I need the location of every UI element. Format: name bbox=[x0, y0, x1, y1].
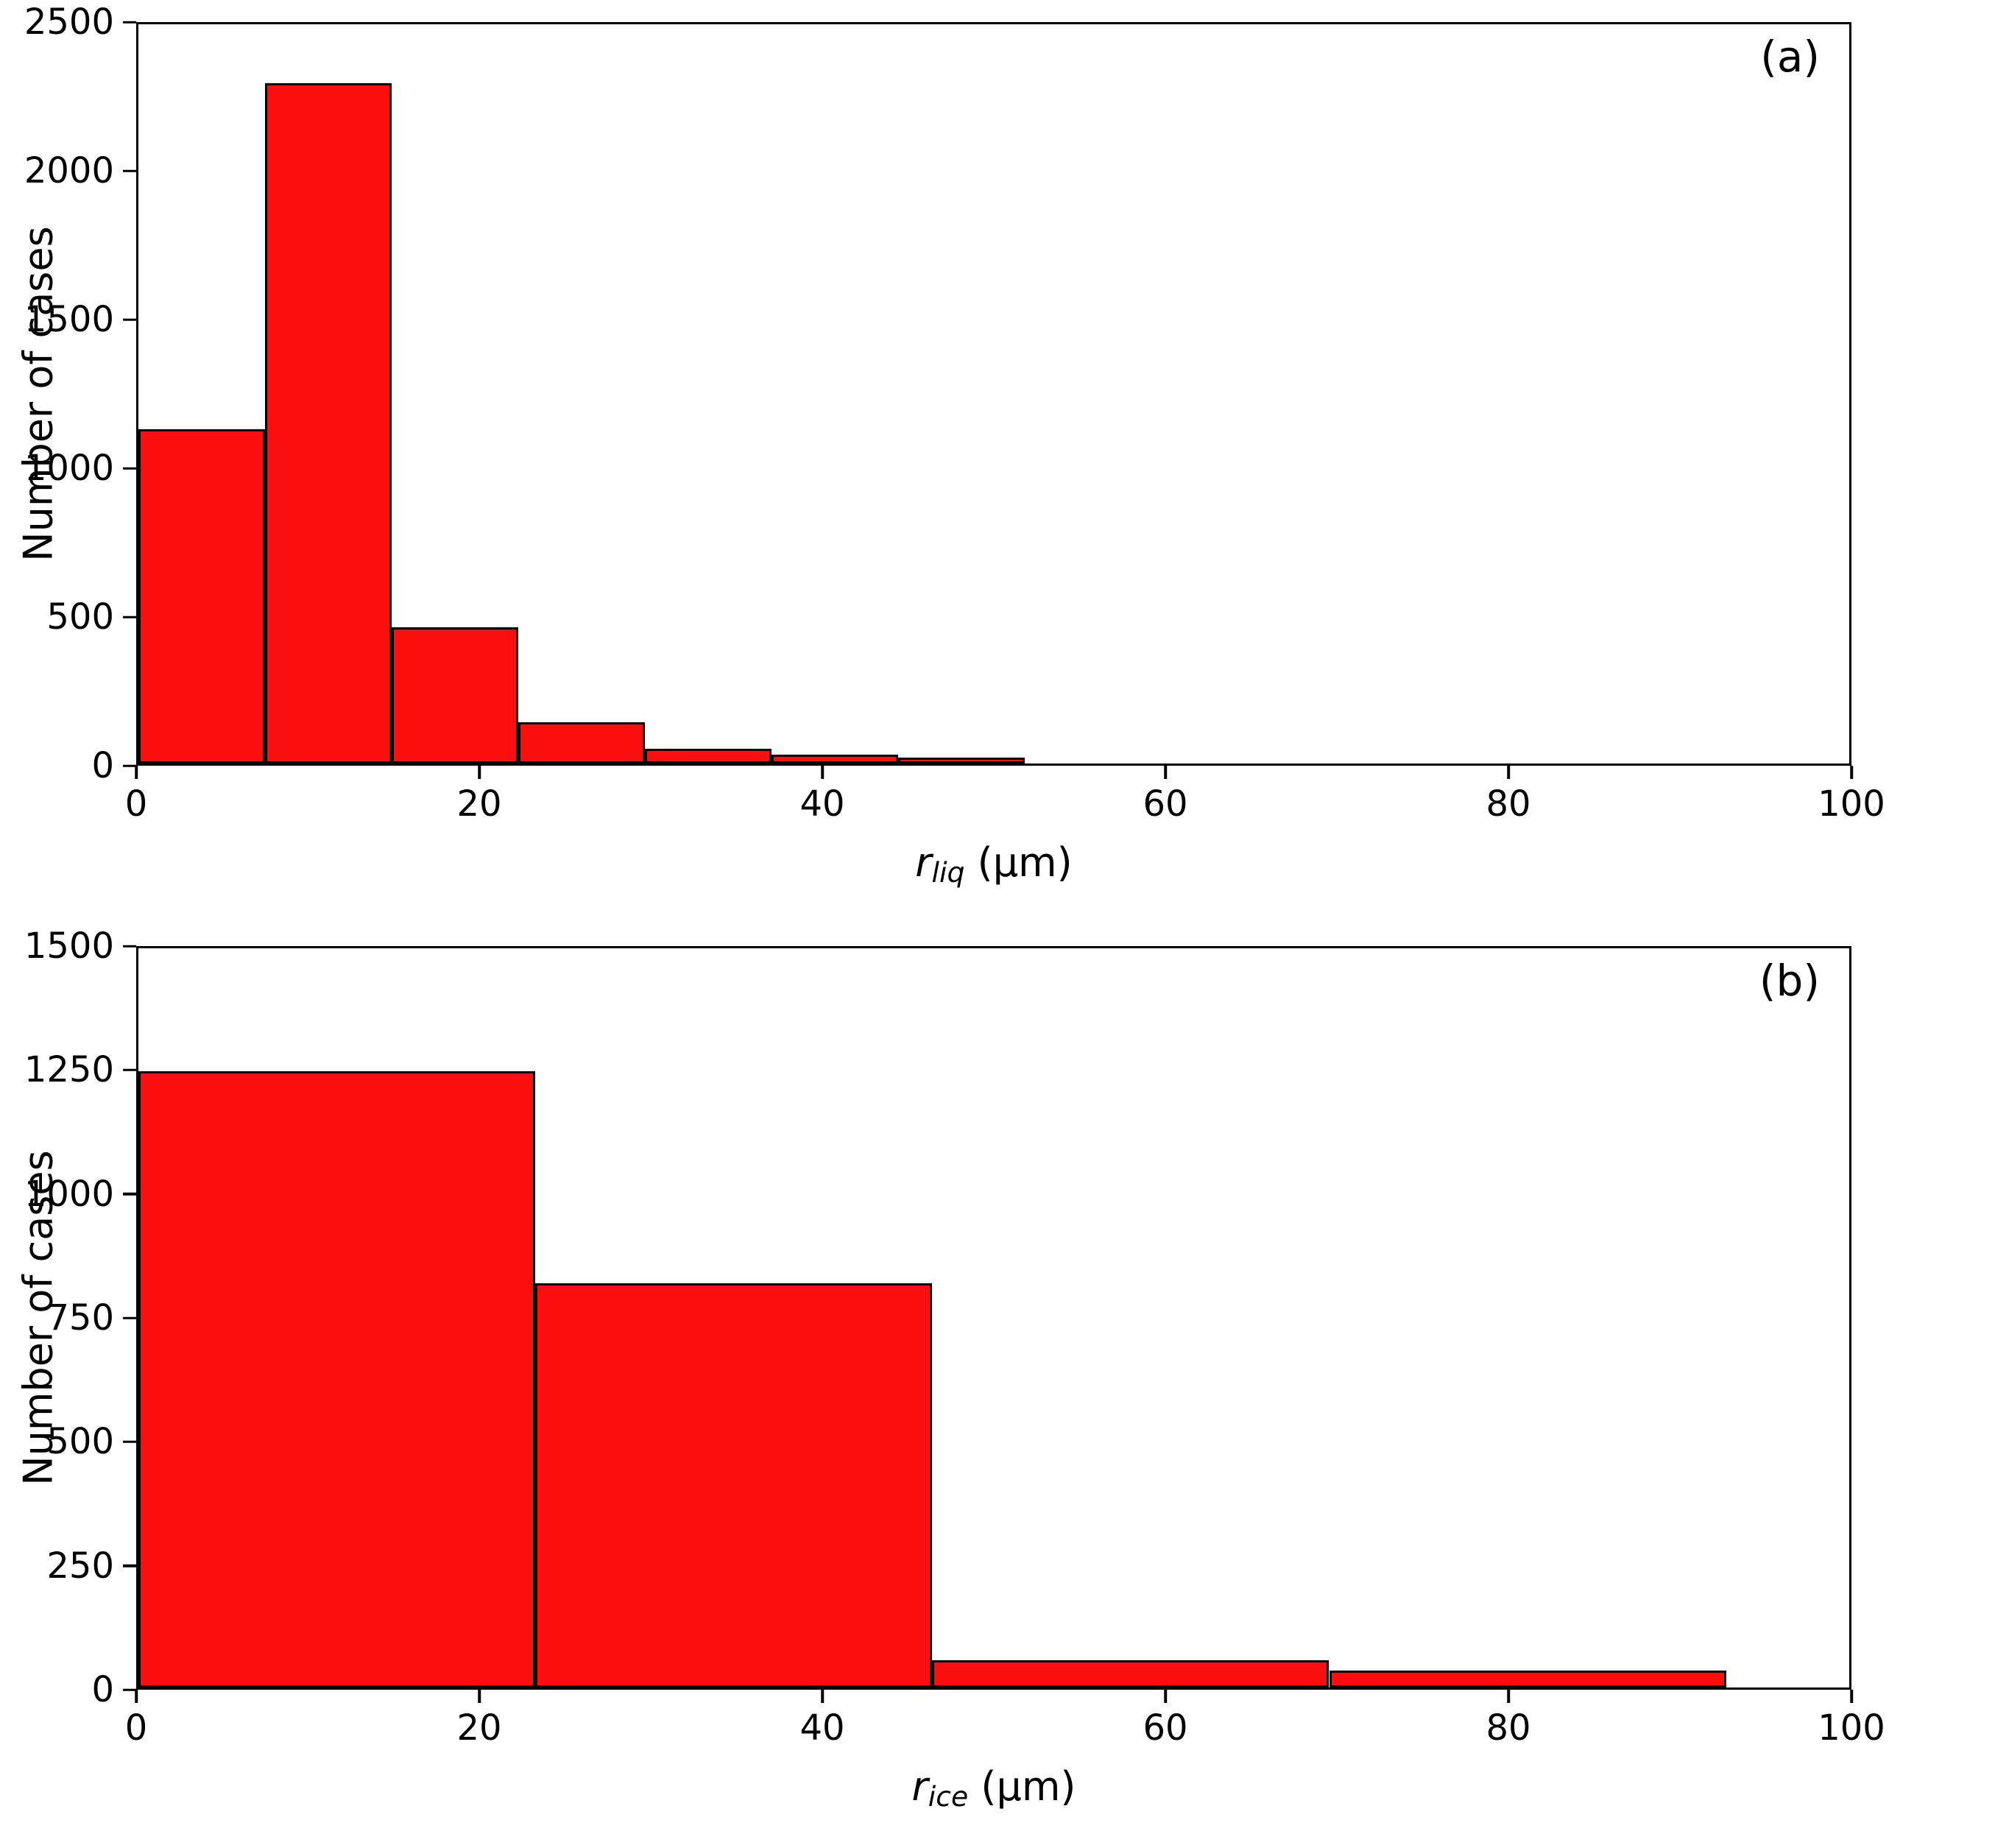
y-tick-mark bbox=[123, 169, 136, 172]
x-tick-label: 100 bbox=[1818, 1707, 1885, 1749]
y-tick-label: 250 bbox=[46, 1545, 114, 1587]
x-tick-mark bbox=[1507, 766, 1510, 779]
x-tick-mark bbox=[135, 766, 138, 779]
y-tick-label: 2500 bbox=[24, 1, 114, 43]
y-tick-mark bbox=[123, 467, 136, 470]
y-tick-label: 0 bbox=[91, 745, 114, 786]
panel-label-b: (b) bbox=[1759, 956, 1820, 1006]
y-tick-mark bbox=[123, 318, 136, 321]
histogram-bar bbox=[1329, 1670, 1726, 1687]
y-tick-mark bbox=[123, 1564, 136, 1567]
histogram-bar bbox=[138, 1071, 536, 1687]
histogram-bar bbox=[391, 627, 518, 763]
panel-b-ice-radius-histogram: Number of cases (b) 0 250 500 750 1000 1250 15… bbox=[0, 924, 1995, 1848]
x-tick-label: 0 bbox=[124, 1707, 148, 1749]
x-tick-mark bbox=[821, 1690, 824, 1703]
y-axis-label: Number of cases bbox=[15, 226, 62, 562]
y-tick-mark bbox=[123, 21, 136, 24]
histogram-bar bbox=[644, 748, 771, 763]
x-axis-label: rliq (μm) bbox=[136, 843, 1851, 887]
x-tick-mark bbox=[135, 1690, 138, 1703]
x-tick-label: 20 bbox=[456, 1707, 502, 1749]
x-tick-label: 40 bbox=[799, 783, 845, 825]
panel-label-a: (a) bbox=[1760, 32, 1820, 82]
histogram-bar bbox=[771, 754, 898, 763]
plot-area-a: (a) bbox=[136, 22, 1851, 766]
y-tick-label: 0 bbox=[91, 1669, 114, 1710]
x-tick-mark bbox=[478, 766, 481, 779]
histogram-bar bbox=[264, 83, 392, 763]
x-tick-mark bbox=[1507, 1690, 1510, 1703]
histogram-bar bbox=[897, 757, 1025, 763]
x-axis-unit: (μm) bbox=[968, 1763, 1076, 1810]
histogram-bar bbox=[138, 429, 265, 763]
y-axis-label: Number of cases bbox=[15, 1150, 62, 1486]
x-axis-variable: r bbox=[911, 1763, 928, 1810]
histogram-bars-b bbox=[138, 948, 1849, 1687]
y-tick-mark bbox=[123, 1192, 136, 1196]
x-tick-mark bbox=[821, 766, 824, 779]
y-tick-mark bbox=[123, 1440, 136, 1444]
panel-a-liquid-radius-histogram: Number of cases (a) 0 500 1000 1500 2000 2500… bbox=[15, 1, 1885, 887]
y-tick-mark bbox=[123, 1688, 136, 1691]
x-tick-label: 40 bbox=[799, 1707, 845, 1749]
histogram-bar bbox=[518, 722, 645, 763]
x-axis-label: rice (μm) bbox=[136, 1767, 1851, 1811]
x-axis-subscript: ice bbox=[928, 1780, 969, 1813]
y-tick-mark bbox=[123, 945, 136, 948]
y-tick-label: 2000 bbox=[24, 150, 114, 191]
x-tick-label: 80 bbox=[1486, 783, 1531, 825]
histogram-bars-a bbox=[138, 24, 1849, 763]
x-tick-label: 60 bbox=[1143, 783, 1188, 825]
x-tick-mark bbox=[1850, 1690, 1853, 1703]
y-tick-mark bbox=[123, 764, 136, 767]
plot-area-b: (b) bbox=[136, 946, 1851, 1690]
x-axis-unit: (μm) bbox=[964, 839, 1073, 886]
y-tick-mark bbox=[123, 1068, 136, 1072]
x-tick-label: 60 bbox=[1143, 1707, 1188, 1749]
histogram-bar bbox=[535, 1283, 933, 1687]
histogram-bar bbox=[932, 1660, 1330, 1687]
x-tick-label: 80 bbox=[1486, 1707, 1531, 1749]
y-tick-mark bbox=[123, 1316, 136, 1319]
x-axis-variable: r bbox=[915, 839, 932, 886]
x-tick-label: 100 bbox=[1818, 783, 1885, 825]
x-axis-subscript: liq bbox=[931, 856, 965, 889]
y-tick-mark bbox=[123, 616, 136, 618]
y-tick-label: 1250 bbox=[24, 1049, 114, 1091]
x-tick-mark bbox=[478, 1690, 481, 1703]
y-tick-label: 500 bbox=[46, 596, 114, 638]
x-tick-label: 0 bbox=[124, 783, 148, 825]
y-tick-label: 1500 bbox=[24, 925, 114, 967]
x-tick-mark bbox=[1164, 1690, 1167, 1703]
x-tick-mark bbox=[1164, 766, 1167, 779]
x-tick-label: 20 bbox=[456, 783, 502, 825]
x-tick-mark bbox=[1850, 766, 1853, 779]
